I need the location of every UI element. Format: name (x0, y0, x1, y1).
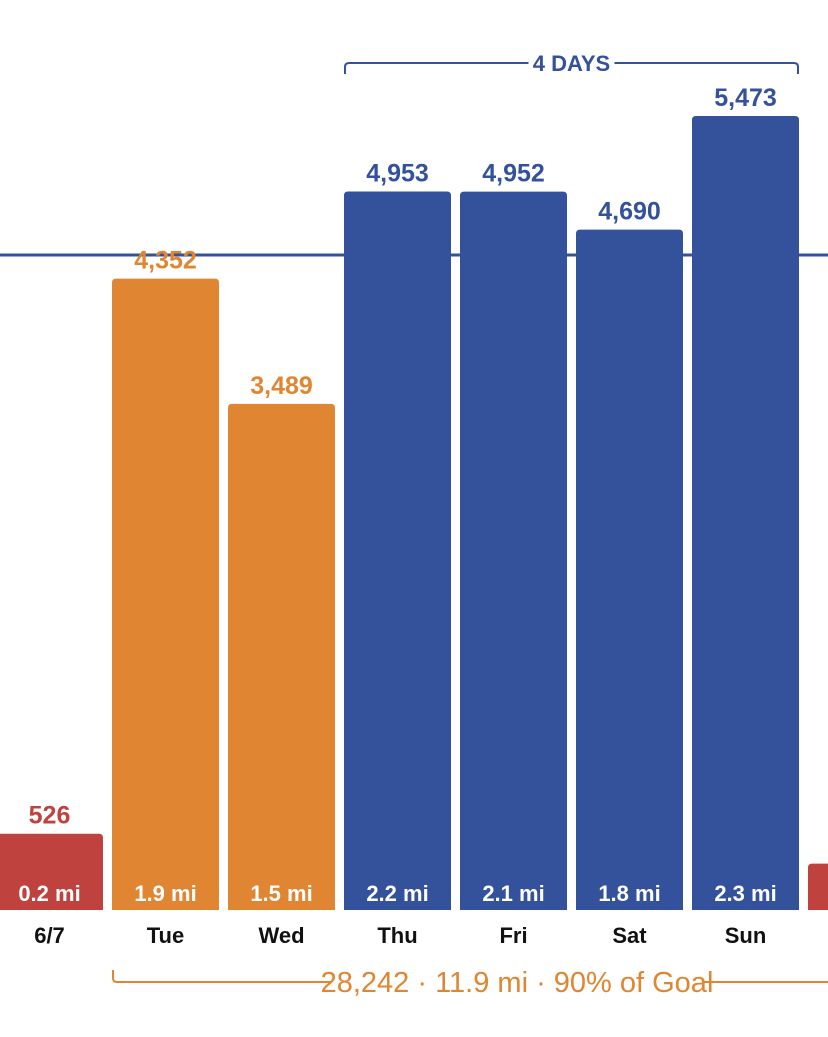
bar-fri (460, 191, 567, 911)
bar-wed (228, 403, 335, 910)
bar-6-7 (0, 833, 103, 910)
bar-distance-label: 2.3 mi (714, 881, 776, 906)
summary-bracket-label-bg (332, 974, 702, 990)
bar-distance-label: 1.9 mi (134, 881, 196, 906)
bar-partial (808, 863, 828, 910)
summary-bracket-line (112, 970, 828, 983)
x-tick-label: Sun (725, 923, 767, 948)
bar-value-label: 526 (29, 802, 71, 830)
summary-bracket: 28,242 · 11.9 mi · 90% of Goal (112, 967, 828, 999)
bar-value-label: 4,690 (598, 198, 661, 226)
bar-distance-label: 1.8 mi (598, 881, 660, 906)
bar-value-label: 5,473 (714, 84, 777, 112)
x-tick-label: Sat (612, 923, 647, 948)
summary-bracket-label: 28,242 · 11.9 mi · 90% of Goal (321, 967, 714, 999)
bar-value-label: 4,352 (134, 247, 197, 275)
streak-bracket: 4 DAYS (344, 51, 799, 76)
bar-value-label: 4,952 (482, 160, 545, 188)
bar-value-label: 4,953 (366, 159, 429, 187)
x-tick-label: Tue (147, 923, 184, 948)
bar-distance-label: 2.2 mi (366, 881, 428, 906)
x-tick-label: Thu (377, 923, 417, 948)
bar-sun (692, 116, 799, 910)
x-tick-label: Fri (499, 923, 527, 948)
x-tick-label: 6/7 (34, 923, 65, 948)
bar-distance-label: 0.2 mi (18, 881, 80, 906)
bar-tue (112, 278, 219, 910)
x-tick-label: Wed (258, 923, 304, 948)
bar-sat (576, 229, 683, 911)
bar-distance-label: 1.5 mi (250, 881, 312, 906)
labels-layer: 526 0.2 mi 6/7 4,352 1.9 mi Tue 3,489 1.5 mi Wed… (18, 84, 776, 948)
streak-bracket-label-bg (528, 57, 615, 71)
streak-bracket-label: 4 DAYS (533, 51, 610, 76)
bars-layer (0, 116, 828, 911)
bar-thu (344, 191, 451, 910)
bar-distance-label: 2.1 mi (482, 881, 544, 906)
bar-value-label: 3,489 (250, 372, 313, 400)
